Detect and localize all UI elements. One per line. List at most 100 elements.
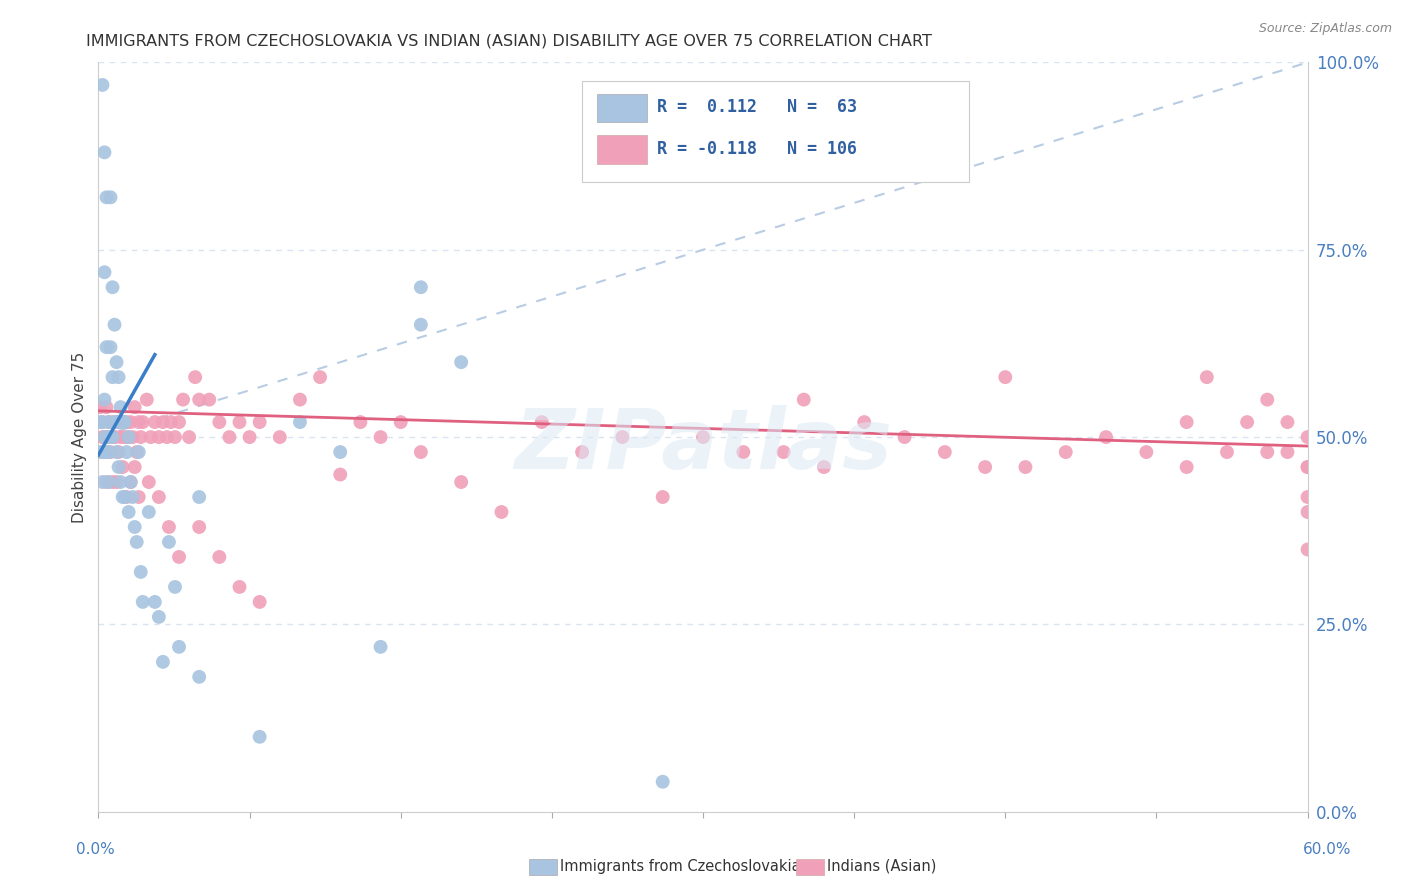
Point — [111, 490, 134, 504]
Point — [120, 415, 142, 429]
Point — [105, 445, 128, 459]
Point — [148, 490, 170, 504]
Point — [135, 392, 157, 407]
Point — [143, 415, 166, 429]
Text: IMMIGRANTS FROM CZECHOSLOVAKIA VS INDIAN (ASIAN) DISABILITY AGE OVER 75 CORRELAT: IMMIGRANTS FROM CZECHOSLOVAKIA VS INDIAN… — [86, 34, 932, 49]
Point — [163, 580, 186, 594]
Point — [152, 655, 174, 669]
Point — [125, 535, 148, 549]
Point — [114, 415, 136, 429]
Point — [167, 549, 190, 564]
Point — [491, 505, 513, 519]
Point — [97, 430, 120, 444]
Point — [93, 445, 115, 459]
Point — [118, 505, 141, 519]
Point — [91, 78, 114, 92]
Point — [132, 415, 155, 429]
Point — [1175, 460, 1198, 475]
Point — [93, 392, 115, 407]
Point — [100, 430, 122, 444]
Point — [198, 392, 221, 407]
Point — [89, 415, 111, 429]
Point — [101, 370, 124, 384]
Point — [101, 475, 124, 489]
Point — [1296, 490, 1319, 504]
Point — [91, 415, 114, 429]
Point — [1256, 445, 1278, 459]
Point — [1296, 505, 1319, 519]
Text: 0.0%: 0.0% — [76, 842, 115, 856]
Point — [107, 460, 129, 475]
Point — [111, 460, 134, 475]
Point — [1256, 392, 1278, 407]
Point — [329, 467, 352, 482]
Point — [370, 640, 392, 654]
Bar — [596, 94, 647, 122]
Point — [450, 475, 472, 489]
Point — [288, 392, 311, 407]
Point — [138, 475, 160, 489]
Point — [118, 430, 141, 444]
Point — [934, 445, 956, 459]
Point — [651, 774, 673, 789]
Point — [156, 430, 179, 444]
Point — [120, 475, 142, 489]
Point — [121, 430, 143, 444]
Point — [188, 392, 211, 407]
Point — [91, 475, 114, 489]
Text: Immigrants from Czechoslovakia: Immigrants from Czechoslovakia — [560, 859, 800, 873]
Point — [893, 430, 915, 444]
Point — [91, 415, 114, 429]
Point — [118, 430, 141, 444]
Point — [93, 430, 115, 444]
Point — [139, 430, 162, 444]
Point — [120, 475, 142, 489]
Point — [793, 392, 815, 407]
Point — [228, 580, 250, 594]
Point — [121, 490, 143, 504]
Point — [143, 595, 166, 609]
Point — [97, 415, 120, 429]
Point — [1095, 430, 1118, 444]
Point — [132, 595, 155, 609]
Point — [124, 460, 146, 475]
Text: R =  0.112   N =  63: R = 0.112 N = 63 — [657, 98, 858, 116]
Point — [103, 430, 125, 444]
Point — [692, 430, 714, 444]
Point — [249, 415, 271, 429]
Point — [152, 415, 174, 429]
Point — [172, 392, 194, 407]
Point — [179, 430, 201, 444]
Point — [100, 340, 122, 354]
Point — [1054, 445, 1077, 459]
Point — [96, 445, 118, 459]
Point — [111, 415, 134, 429]
Point — [100, 445, 122, 459]
Point — [128, 490, 150, 504]
Text: 60.0%: 60.0% — [1303, 842, 1351, 856]
Point — [148, 430, 170, 444]
Point — [124, 520, 146, 534]
Point — [157, 520, 180, 534]
Point — [96, 340, 118, 354]
Point — [107, 415, 129, 429]
Point — [1277, 445, 1299, 459]
Point — [129, 565, 152, 579]
Point — [97, 430, 120, 444]
Point — [115, 490, 138, 504]
Point — [188, 670, 211, 684]
Point — [571, 445, 593, 459]
FancyBboxPatch shape — [582, 81, 969, 182]
Point — [813, 460, 835, 475]
Point — [163, 430, 186, 444]
Point — [651, 490, 673, 504]
Point — [409, 445, 432, 459]
Point — [96, 475, 118, 489]
Point — [114, 490, 136, 504]
Point — [612, 430, 634, 444]
Point — [228, 415, 250, 429]
Point — [160, 415, 183, 429]
Point — [89, 400, 111, 414]
Point — [218, 430, 240, 444]
Point — [89, 445, 111, 459]
